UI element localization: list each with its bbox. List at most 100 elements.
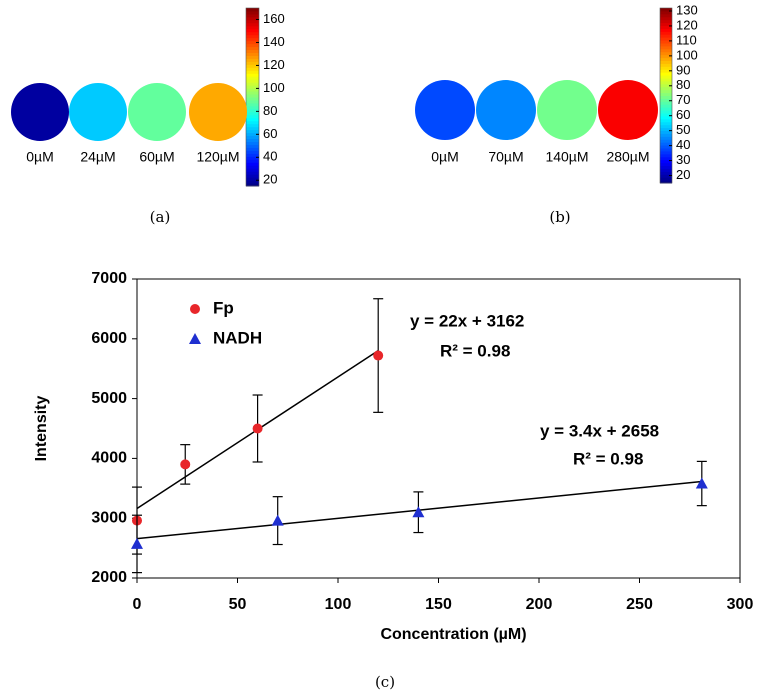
colorbar-segment <box>660 98 672 101</box>
colorbar-segment <box>246 64 259 67</box>
colorbar-segment <box>246 136 259 139</box>
legend-label: NADH <box>213 328 262 347</box>
y-tick-label: 5000 <box>91 390 127 407</box>
fit-equation: y = 3.4x + 2658 <box>540 421 659 440</box>
colorbar-segment <box>246 8 259 11</box>
colorbar-segment <box>246 11 259 14</box>
sample-label: 140µM <box>545 149 588 165</box>
y-tick-label: 7000 <box>91 270 127 287</box>
caption: (a) <box>150 208 171 226</box>
y-tick-label: 2000 <box>91 569 127 586</box>
y-tick-label: 6000 <box>91 330 127 347</box>
colorbar-segment <box>246 67 259 70</box>
colorbar-segment <box>246 124 259 127</box>
colorbar-segment <box>246 106 259 109</box>
sample-label: 24µM <box>80 149 115 165</box>
colorbar-segment <box>246 50 259 53</box>
colorbar-tick-label: 120 <box>676 17 698 32</box>
colorbar-tick-label: 160 <box>263 11 285 26</box>
legend-marker <box>189 333 201 344</box>
x-tick-label: 100 <box>325 596 352 613</box>
colorbar-segment <box>660 93 672 96</box>
fit-r2: R² = 0.98 <box>440 341 510 360</box>
colorbar-segment <box>246 79 259 82</box>
point <box>253 424 263 434</box>
colorbar-tick-label: 50 <box>676 122 690 137</box>
colorbar-segment <box>246 153 259 156</box>
colorbar-segment <box>660 171 672 174</box>
colorbar-segment <box>660 107 672 110</box>
colorbar-tick-label: 90 <box>676 62 690 77</box>
colorbar-segment <box>246 73 259 76</box>
y-tick-label: 3000 <box>91 509 127 526</box>
colorbar-segment <box>246 100 259 103</box>
x-tick-label: 300 <box>727 596 754 613</box>
colorbar-segment <box>246 32 259 35</box>
colorbar-segment <box>246 94 259 97</box>
colorbar-segment <box>246 44 259 47</box>
colorbar-tick-label: 100 <box>676 47 698 62</box>
colorbar-segment <box>246 14 259 17</box>
colorbar-segment <box>246 55 259 58</box>
colorbar-segment <box>660 166 672 169</box>
colorbar-segment <box>660 55 672 58</box>
caption: (c) <box>375 673 395 691</box>
point <box>180 459 190 469</box>
colorbar-segment <box>660 34 672 37</box>
colorbar-segment <box>246 35 259 38</box>
sample-label: 70µM <box>488 149 523 165</box>
colorbar-segment <box>246 61 259 64</box>
colorbar-segment <box>246 82 259 85</box>
colorbar-tick-label: 70 <box>676 92 690 107</box>
colorbar-tick-label: 20 <box>676 167 690 182</box>
colorbar-segment <box>246 174 259 177</box>
colorbar-segment <box>660 157 672 160</box>
colorbar-segment <box>660 110 672 113</box>
sample-label: 0µM <box>26 149 54 165</box>
colorbar-tick-label: 30 <box>676 152 690 167</box>
colorbar-segment <box>660 37 672 40</box>
colorbar-segment <box>246 20 259 23</box>
sample-spot <box>476 80 536 140</box>
colorbar-segment <box>246 171 259 174</box>
colorbar-segment <box>246 23 259 26</box>
sample-label: 0µM <box>431 149 459 165</box>
colorbar-segment <box>660 49 672 52</box>
sample-label: 60µM <box>139 149 174 165</box>
sample-spot <box>189 83 247 141</box>
y-axis-label: Intensity <box>33 396 50 462</box>
colorbar-tick-label: 60 <box>676 107 690 122</box>
x-tick-label: 150 <box>425 596 452 613</box>
colorbar-segment <box>660 46 672 49</box>
colorbar-segment <box>246 76 259 79</box>
colorbar-segment <box>660 136 672 139</box>
colorbar-segment <box>246 139 259 142</box>
colorbar-segment <box>246 162 259 165</box>
colorbar-segment <box>660 116 672 119</box>
colorbar-segment <box>660 154 672 157</box>
colorbar-segment <box>660 119 672 122</box>
colorbar-segment <box>660 17 672 20</box>
colorbar-segment <box>660 148 672 151</box>
colorbar-segment <box>660 125 672 128</box>
colorbar-segment <box>660 87 672 90</box>
y-tick-label: 4000 <box>91 450 127 467</box>
colorbar-segment <box>660 28 672 31</box>
colorbar-segment <box>660 151 672 154</box>
colorbar-segment <box>246 147 259 150</box>
colorbar-segment <box>660 133 672 136</box>
colorbar-segment <box>246 165 259 168</box>
sample-spot <box>537 80 597 140</box>
colorbar-segment <box>660 142 672 145</box>
colorbar-tick-label: 40 <box>676 137 690 152</box>
colorbar-segment <box>246 130 259 133</box>
colorbar-segment <box>246 150 259 153</box>
colorbar-segment <box>246 115 259 118</box>
colorbar-segment <box>246 26 259 29</box>
colorbar-segment <box>660 81 672 84</box>
colorbar-segment <box>246 118 259 121</box>
colorbar-segment <box>246 91 259 94</box>
colorbar-segment <box>660 104 672 107</box>
x-axis-label: Concentration (µM) <box>380 626 526 643</box>
colorbar-tick-label: 40 <box>263 149 277 164</box>
